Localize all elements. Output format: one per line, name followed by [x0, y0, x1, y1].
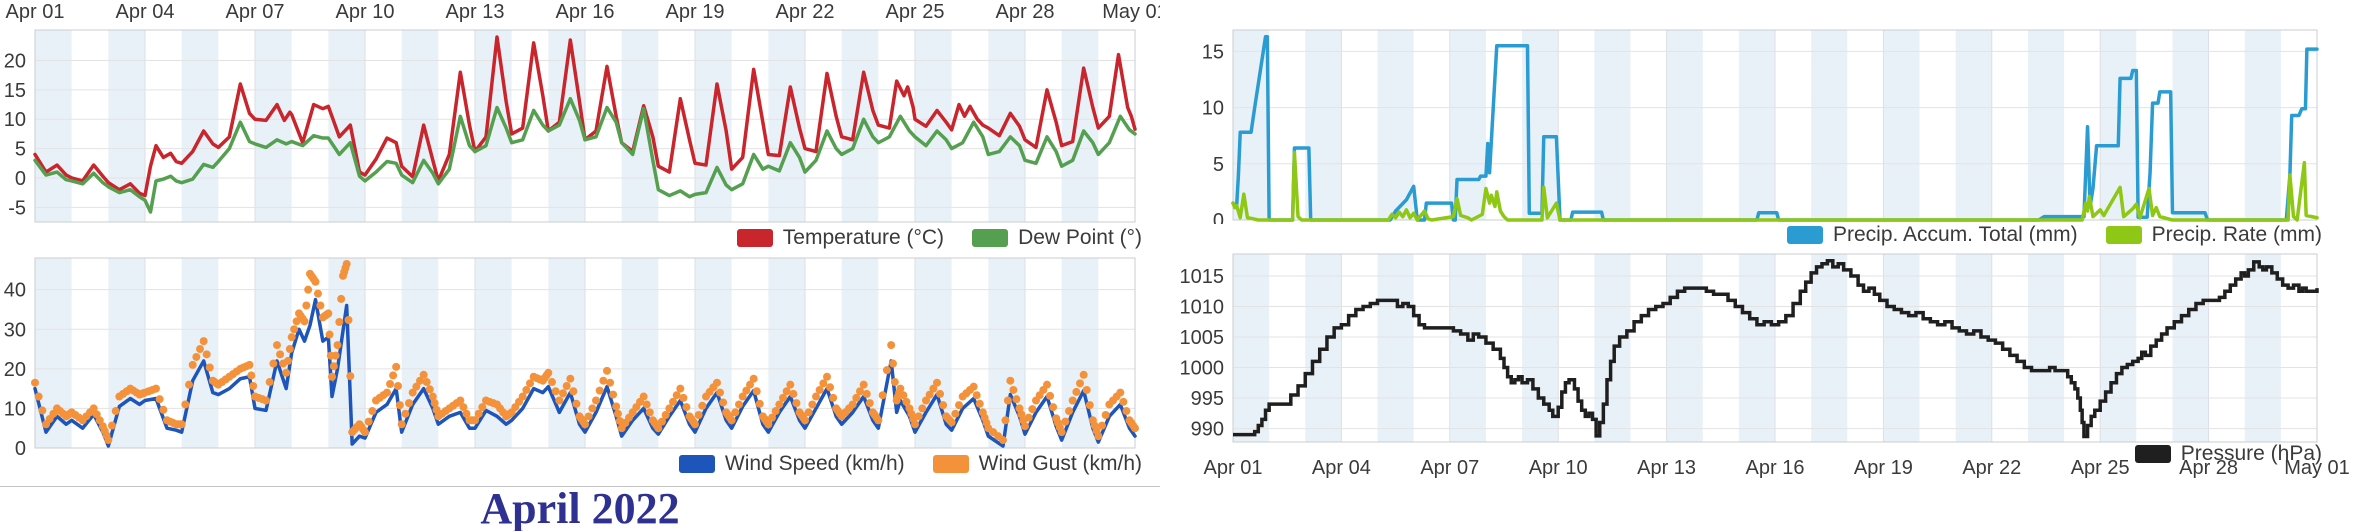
- precip-accum-legend-label: Precip. Accum. Total (mm): [1832, 223, 2078, 246]
- svg-text:1005: 1005: [1180, 327, 1225, 349]
- legend-item-precip-rate: Precip. Rate (mm): [2105, 223, 2322, 247]
- svg-text:15: 15: [4, 80, 26, 102]
- svg-text:0: 0: [15, 168, 26, 190]
- legend-item-precip-accum: Precip. Accum. Total (mm): [1786, 223, 2078, 247]
- svg-text:Apr 28: Apr 28: [996, 1, 1055, 23]
- svg-text:0: 0: [1213, 210, 1224, 224]
- temperature-legend: Temperature (°C) Dew Point (°): [736, 225, 1142, 251]
- svg-text:1010: 1010: [1180, 296, 1225, 318]
- svg-text:Apr 10: Apr 10: [1529, 457, 1588, 479]
- wind-gust-swatch: [932, 455, 969, 473]
- svg-text:15: 15: [1202, 41, 1224, 63]
- right-panel: 0 5 10 15 Precip. Accum. Total (mm) Precip.…: [1160, 0, 2362, 531]
- svg-text:990: 990: [1191, 419, 1224, 441]
- svg-text:40: 40: [4, 280, 26, 302]
- left-panel: -5 0 5 10 15 20 Apr 01 Apr 04 Apr 07 Apr 10 Apr 13…: [0, 0, 1160, 531]
- svg-text:30: 30: [4, 319, 26, 341]
- svg-text:-5: -5: [8, 197, 26, 219]
- svg-text:Apr 19: Apr 19: [666, 1, 725, 23]
- svg-text:995: 995: [1191, 388, 1224, 410]
- svg-text:5: 5: [1213, 154, 1224, 176]
- dew-point-swatch: [972, 229, 1009, 247]
- svg-text:Apr 07: Apr 07: [226, 1, 285, 23]
- svg-text:0: 0: [15, 438, 26, 456]
- svg-text:Apr 01: Apr 01: [6, 1, 65, 23]
- svg-text:May 01: May 01: [1102, 1, 1160, 23]
- svg-text:Apr 10: Apr 10: [336, 1, 395, 23]
- svg-text:1015: 1015: [1180, 266, 1225, 288]
- svg-text:10: 10: [4, 109, 26, 131]
- svg-text:10: 10: [4, 398, 26, 420]
- svg-text:Apr 28: Apr 28: [2179, 457, 2238, 479]
- svg-text:Apr 22: Apr 22: [776, 1, 835, 23]
- precip-rate-legend-label: Precip. Rate (mm): [2151, 223, 2322, 246]
- precip-accum-swatch: [1786, 226, 1823, 244]
- svg-text:Apr 25: Apr 25: [886, 1, 945, 23]
- svg-text:Apr 04: Apr 04: [1312, 457, 1371, 479]
- svg-text:Apr 13: Apr 13: [446, 1, 505, 23]
- panel-divider: [0, 486, 1160, 487]
- temperature-swatch: [736, 229, 773, 247]
- temperature-legend-label: Temperature (°C): [782, 226, 945, 249]
- svg-text:Apr 16: Apr 16: [556, 1, 615, 23]
- svg-text:5: 5: [15, 139, 26, 161]
- svg-text:10: 10: [1202, 98, 1224, 120]
- temperature-chart[interactable]: -5 0 5 10 15 20 Apr 01 Apr 04 Apr 07 Apr 10 Apr 13…: [0, 0, 1160, 224]
- svg-text:1000: 1000: [1180, 358, 1225, 380]
- precipitation-chart[interactable]: 0 5 10 15: [1160, 0, 2362, 224]
- precip-rate-swatch: [2105, 226, 2142, 244]
- svg-text:20: 20: [4, 359, 26, 381]
- wind-chart[interactable]: 0 10 20 30 40: [0, 252, 1160, 456]
- svg-text:Apr 22: Apr 22: [1962, 457, 2021, 479]
- legend-item-temperature: Temperature (°C): [736, 226, 945, 250]
- svg-text:Apr 25: Apr 25: [2071, 457, 2130, 479]
- legend-item-dew-point: Dew Point (°): [972, 226, 1142, 250]
- dew-point-legend-label: Dew Point (°): [1018, 226, 1142, 249]
- month-title: April 2022: [480, 484, 680, 531]
- svg-text:Apr 07: Apr 07: [1420, 457, 1479, 479]
- svg-text:Apr 01: Apr 01: [1204, 457, 1263, 479]
- wind-speed-swatch: [678, 455, 715, 473]
- pressure-chart[interactable]: 990 995 1000 1005 1010 1015 Apr 01 Apr 04 Apr 07…: [1160, 250, 2362, 496]
- precipitation-legend: Precip. Accum. Total (mm) Precip. Rate (…: [1786, 222, 2322, 248]
- svg-text:20: 20: [4, 51, 26, 73]
- svg-text:Apr 04: Apr 04: [116, 1, 175, 23]
- svg-text:Apr 16: Apr 16: [1746, 457, 1805, 479]
- svg-text:May 01: May 01: [2284, 457, 2350, 479]
- svg-text:Apr 13: Apr 13: [1637, 457, 1696, 479]
- svg-text:Apr 19: Apr 19: [1854, 457, 1913, 479]
